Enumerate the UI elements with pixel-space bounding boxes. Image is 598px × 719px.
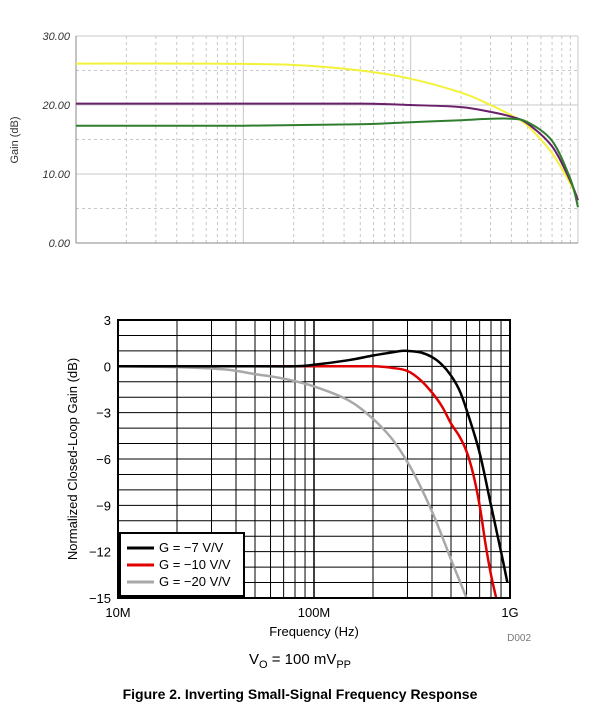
legend-label-1: G = −10 V/V xyxy=(159,557,231,572)
y-tick-label: −3 xyxy=(96,406,111,421)
y-tick-label: −15 xyxy=(89,591,111,606)
series-line-2 xyxy=(75,117,579,208)
chart-top-series xyxy=(75,62,579,208)
chart-top: 0.00 10.00 20.00 30.00 Gain (dB) xyxy=(9,31,579,250)
series-line-0 xyxy=(75,62,579,200)
y-tick-label: 30.00 xyxy=(42,31,70,43)
figure-code: D002 xyxy=(507,633,531,644)
y-tick-label: −9 xyxy=(96,498,111,513)
y-tick-label: 0 xyxy=(104,359,111,374)
legend-label-2: G = −20 V/V xyxy=(159,574,231,589)
y-tick-label: 3 xyxy=(104,313,111,328)
chart-bottom-frame xyxy=(117,319,511,599)
x-tick-label: 100M xyxy=(298,605,331,620)
y-tick-label: 10.00 xyxy=(42,169,70,181)
figure-caption: Figure 2. Inverting Small-Signal Frequen… xyxy=(123,686,478,702)
y-tick-label: −12 xyxy=(89,545,111,560)
y-tick-label: 20.00 xyxy=(41,100,70,112)
chart-top-y-ticks: 0.00 10.00 20.00 30.00 xyxy=(41,31,70,250)
series-line-2 xyxy=(118,365,468,598)
chart-bottom-x-axis-label: Frequency (Hz) xyxy=(269,624,359,639)
series-line-1 xyxy=(75,102,579,201)
y-tick-label: 0.00 xyxy=(49,238,71,250)
chart-top-y-axis-label: Gain (dB) xyxy=(9,116,21,163)
chart-bottom-y-ticks: 3 0 −3 −6 −9 −12 −15 xyxy=(89,313,111,606)
chart-bottom-legend: G = −7 V/V G = −10 V/V G = −20 V/V xyxy=(119,532,245,597)
y-tick-label: −6 xyxy=(96,452,111,467)
chart-bottom-y-axis-label: Normalized Closed-Loop Gain (dB) xyxy=(65,358,80,560)
legend-label-0: G = −7 V/V xyxy=(159,540,224,555)
chart-top-axes xyxy=(75,36,578,244)
test-condition: VO = 100 mVPP xyxy=(249,651,351,671)
chart-bottom-series xyxy=(118,349,509,598)
chart-bottom: 3 0 −3 −6 −9 −12 −15 10M 100M 1G Normalized Clos… xyxy=(65,313,531,671)
series-line-1 xyxy=(118,364,498,598)
series-line-0 xyxy=(118,349,509,583)
chart-bottom-x-ticks: 10M 100M 1G xyxy=(105,605,518,620)
x-tick-label: 10M xyxy=(105,605,130,620)
x-tick-label: 1G xyxy=(501,605,518,620)
